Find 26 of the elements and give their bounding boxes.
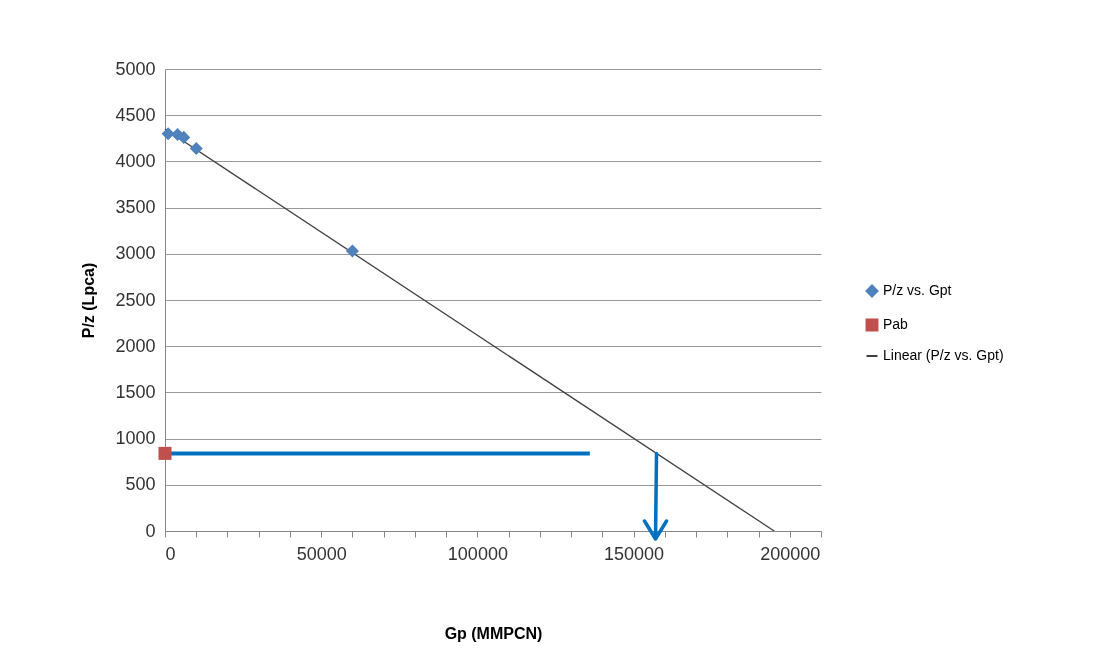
- y-axis-title: P/z (Lpca): [80, 262, 98, 339]
- x-tick-label: 200000: [760, 543, 821, 564]
- y-tick-label: 3000: [115, 243, 156, 264]
- point: [158, 446, 172, 460]
- legend-label: Linear (P/z vs. Gpt): [883, 347, 1004, 363]
- point: [345, 244, 359, 258]
- x-tick-label: 50000: [296, 543, 347, 564]
- x-tick-label: 100000: [447, 543, 508, 564]
- x-axis-title: Gp (MMPCN): [444, 624, 543, 642]
- point: [161, 127, 175, 141]
- x-tick-label: 150000: [604, 543, 665, 564]
- y-tick-label: 3500: [115, 197, 156, 218]
- y-tick-label: 4500: [115, 104, 156, 125]
- point: [189, 141, 203, 155]
- y-tick-label: 500: [125, 474, 156, 495]
- legend-label: Pab: [883, 316, 909, 332]
- y-tick-label: 1500: [115, 381, 156, 402]
- y-tick-label: 5000: [115, 58, 156, 79]
- x-tick-label: 0: [165, 543, 176, 564]
- y-tick-label: 2000: [115, 335, 156, 356]
- legend-label: P/z vs. Gpt: [883, 282, 952, 298]
- y-tick-label: 4000: [115, 150, 156, 171]
- y-tick-label: 2500: [115, 289, 156, 310]
- y-tick-label: 1000: [115, 428, 156, 449]
- point: [177, 130, 191, 144]
- y-tick-label: 0: [145, 520, 156, 541]
